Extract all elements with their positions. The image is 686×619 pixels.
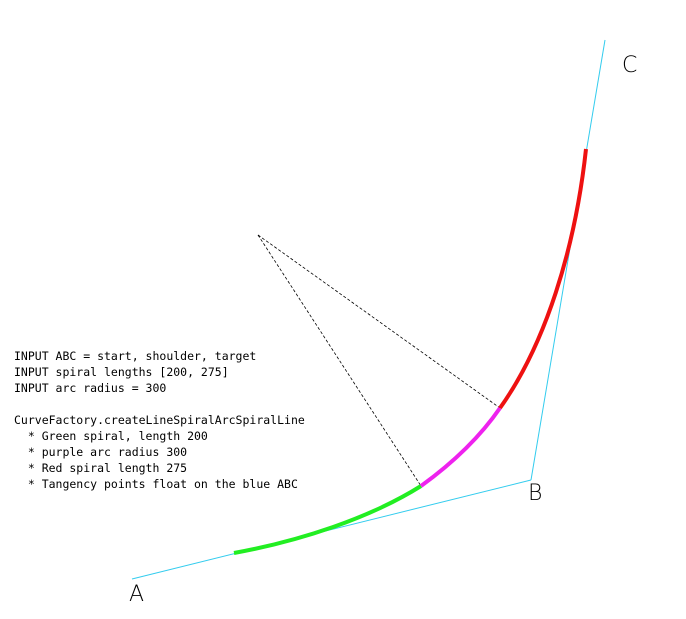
annotation-block: INPUT ABC = start, shoulder, target INPU… bbox=[14, 349, 305, 491]
note-line-4: CurveFactory.createLineSpiralArcSpiralLi… bbox=[14, 413, 305, 427]
note-line-2: INPUT spiral lengths [200, 275] bbox=[14, 365, 229, 379]
point-label-b: B bbox=[528, 481, 542, 506]
note-bullet-2: * purple arc radius 300 bbox=[14, 445, 187, 459]
baseline-bc bbox=[530, 39, 606, 481]
red-spiral bbox=[498, 148, 588, 410]
purple-arc bbox=[419, 406, 502, 488]
point-label-a: A bbox=[129, 582, 144, 607]
note-line-1: INPUT ABC = start, shoulder, target bbox=[14, 349, 256, 363]
note-bullet-3: * Red spiral length 275 bbox=[14, 461, 187, 475]
note-line-3: INPUT arc radius = 300 bbox=[14, 381, 166, 395]
arc-radius-line-2 bbox=[257, 234, 501, 409]
point-label-c: C bbox=[622, 53, 637, 78]
arc-radius-line-1 bbox=[257, 234, 422, 487]
green-spiral bbox=[233, 484, 423, 555]
note-bullet-1: * Green spiral, length 200 bbox=[14, 429, 208, 443]
note-bullet-4: * Tangency points float on the blue ABC bbox=[14, 477, 298, 491]
